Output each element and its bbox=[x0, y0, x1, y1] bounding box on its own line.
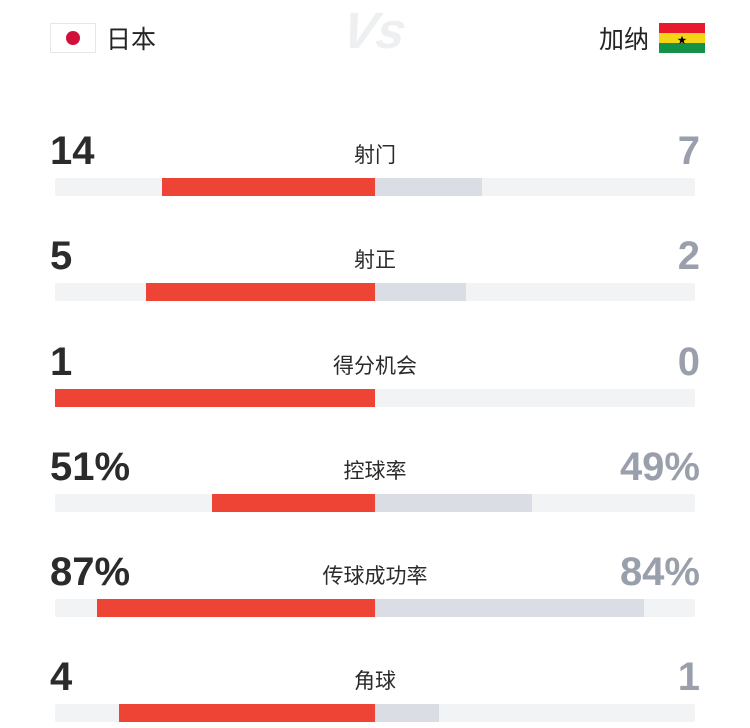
svg-text:Vs: Vs bbox=[338, 1, 411, 58]
